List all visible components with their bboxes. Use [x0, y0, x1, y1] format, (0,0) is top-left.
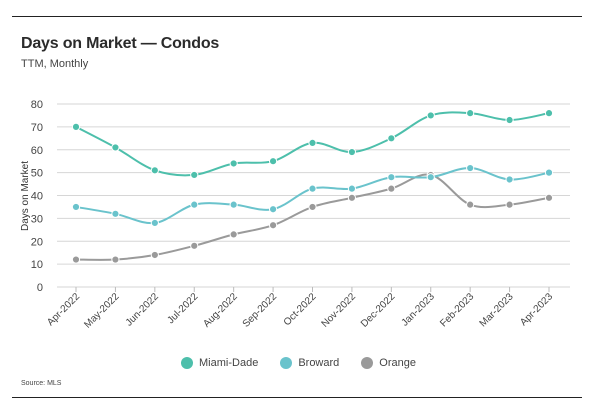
data-point-broward — [387, 173, 396, 182]
x-tick-label: Nov-2022 — [320, 291, 359, 330]
legend-swatch-broward — [280, 357, 293, 369]
y-tick-label: 80 — [31, 99, 43, 111]
x-tick-label: Jan-2023 — [400, 291, 438, 329]
chart-legend: Miami-Dade Broward Orange — [0, 357, 597, 369]
data-point-broward — [347, 184, 357, 193]
legend-label: Orange — [379, 357, 416, 369]
y-tick-label: 0 — [37, 282, 43, 294]
legend-swatch-orange — [361, 357, 374, 369]
legend-swatch-miami-dade — [181, 357, 194, 369]
y-tick-label: 10 — [31, 259, 43, 271]
x-tick-label: Jun-2022 — [124, 291, 162, 329]
y-tick-label: 20 — [31, 236, 43, 248]
legend-label: Miami-Dade — [199, 357, 259, 369]
data-point-broward — [268, 205, 278, 214]
data-point-miami-dade — [505, 115, 514, 125]
top-rule — [12, 16, 582, 17]
x-tick-label: May-2022 — [82, 291, 122, 331]
x-tick-label: Jul-2022 — [165, 291, 200, 326]
data-point-miami-dade — [387, 134, 396, 143]
x-tick-label: Dec-2022 — [359, 291, 398, 330]
data-point-broward — [229, 200, 238, 209]
data-point-orange — [268, 221, 278, 230]
y-axis-label: Days on Market — [20, 161, 31, 231]
data-point-broward — [71, 202, 81, 212]
data-point-miami-dade — [308, 138, 317, 147]
bottom-rule — [12, 397, 582, 398]
data-point-miami-dade — [150, 166, 159, 175]
data-point-orange — [505, 200, 514, 209]
data-point-miami-dade — [190, 170, 199, 180]
data-point-broward — [544, 168, 554, 177]
data-point-orange — [387, 184, 396, 193]
data-point-broward — [308, 184, 317, 193]
data-point-orange — [229, 230, 238, 239]
data-point-miami-dade — [347, 147, 357, 157]
data-point-orange — [190, 241, 199, 250]
data-point-miami-dade — [111, 143, 120, 152]
x-tick-label: Feb-2023 — [438, 291, 476, 329]
chart-subtitle: TTM, Monthly — [21, 58, 89, 70]
data-point-miami-dade — [544, 109, 554, 118]
x-tick-label: Aug-2022 — [201, 291, 240, 330]
legend-item-miami-dade: Miami-Dade — [181, 357, 258, 369]
x-tick-label: Apr-2023 — [518, 291, 555, 328]
data-point-orange — [111, 255, 120, 264]
y-tick-label: 40 — [31, 191, 43, 203]
y-tick-label: 30 — [31, 213, 43, 225]
source-note: Source: MLS — [21, 380, 62, 387]
x-tick-label: Sep-2022 — [241, 291, 280, 330]
x-tick-label: Mar-2023 — [478, 291, 516, 329]
legend-item-broward: Broward — [280, 357, 339, 369]
data-point-broward — [111, 209, 120, 218]
data-point-orange — [71, 255, 81, 264]
data-point-orange — [150, 250, 159, 260]
data-point-miami-dade — [426, 111, 435, 120]
y-tick-label: 50 — [31, 168, 43, 180]
data-point-miami-dade — [268, 157, 278, 166]
y-tick-label: 60 — [31, 145, 43, 157]
x-tick-label: Oct-2022 — [282, 291, 319, 328]
data-point-miami-dade — [71, 122, 81, 131]
data-point-broward — [190, 200, 199, 209]
legend-label: Broward — [298, 357, 340, 369]
data-point-broward — [505, 175, 514, 184]
data-point-orange — [308, 202, 317, 212]
chart-title: Days on Market — Condos — [21, 35, 220, 52]
data-point-orange — [466, 200, 475, 209]
x-tick-label: Apr-2022 — [45, 291, 82, 328]
data-point-orange — [544, 193, 554, 202]
data-point-broward — [466, 163, 475, 173]
data-point-broward — [426, 173, 435, 182]
legend-item-orange: Orange — [361, 357, 416, 369]
data-point-miami-dade — [466, 109, 475, 118]
y-tick-label: 70 — [31, 122, 43, 134]
data-point-broward — [150, 218, 159, 228]
data-point-miami-dade — [229, 159, 238, 168]
data-point-orange — [347, 193, 357, 202]
